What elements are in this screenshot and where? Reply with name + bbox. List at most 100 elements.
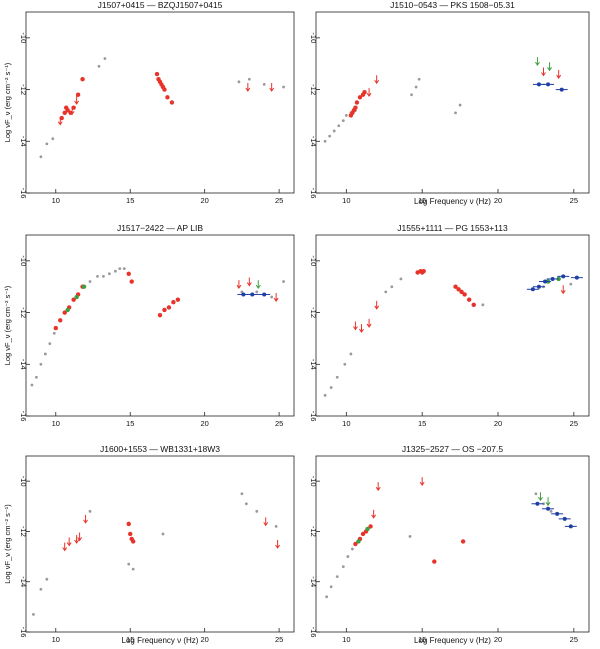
x-tick-label: 10 — [52, 635, 60, 644]
data-point — [362, 89, 367, 95]
data-point — [536, 82, 541, 87]
data-point — [536, 284, 541, 289]
data-point — [53, 325, 58, 331]
y-tick-label: -14 — [19, 359, 28, 370]
x-tick-label: 20 — [494, 419, 502, 428]
data-point — [351, 547, 354, 551]
upper-limit-arrow — [69, 106, 75, 116]
y-tick-label: -10 — [309, 32, 318, 43]
data-point — [131, 567, 135, 571]
data-point — [384, 290, 388, 294]
data-point — [96, 274, 99, 278]
data-point — [103, 57, 107, 60]
upper-limit-arrow — [359, 324, 364, 333]
y-tick-label: -14 — [309, 576, 318, 587]
data-point — [165, 95, 170, 100]
data-point — [574, 275, 579, 280]
data-point — [48, 342, 52, 345]
x-tick-label: 20 — [200, 419, 208, 428]
data-point — [414, 85, 418, 89]
x-tick-label: 15 — [418, 196, 426, 205]
data-point — [74, 294, 79, 300]
y-tick-label: -12 — [19, 307, 28, 318]
data-point — [255, 509, 259, 513]
data-point — [481, 303, 485, 307]
data-point — [453, 284, 458, 289]
data-point — [462, 292, 467, 297]
data-point — [262, 83, 266, 86]
y-tick-label: -10 — [19, 255, 28, 266]
upper-limit-arrow — [77, 532, 83, 542]
x-tick-label: 10 — [52, 196, 60, 205]
data-point — [107, 272, 111, 276]
upper-limit-arrow — [419, 477, 425, 487]
data-point — [349, 352, 353, 356]
y-tick-label: -10 — [309, 476, 318, 487]
sed-panel: J1517−2422 — AP LIB 10 15 20 25 -10 -12 -14 -16 L… — [3, 223, 295, 428]
data-point — [399, 277, 403, 281]
upper-limit-arrow — [273, 293, 279, 302]
data-point — [128, 531, 133, 537]
data-point — [456, 287, 461, 292]
data-point — [354, 100, 360, 105]
upper-limit-arrow — [62, 542, 68, 552]
data-point — [458, 103, 462, 107]
data-point — [65, 307, 70, 313]
data-point — [262, 292, 267, 297]
data-point — [344, 114, 348, 117]
upper-limit-arrow — [269, 82, 275, 92]
data-point — [129, 279, 134, 284]
data-point — [35, 375, 38, 379]
data-point — [39, 155, 43, 159]
x-tick-label: 25 — [570, 196, 578, 205]
upper-limit-arrow — [374, 300, 380, 310]
data-point — [421, 269, 426, 274]
data-point — [169, 100, 175, 105]
y-tick-label: -12 — [309, 307, 318, 318]
data-point — [343, 362, 347, 366]
data-point — [546, 506, 551, 511]
upper-limit-arrow — [535, 57, 540, 67]
sed-panel: J1510−0543 — PKS 1508−05.31 10 15 20 25 -10 -1… — [309, 0, 590, 206]
plot-frame — [25, 234, 295, 417]
upper-limit-arrow — [541, 67, 546, 77]
x-tick-label: 20 — [494, 635, 502, 644]
data-point — [45, 142, 49, 146]
data-point — [417, 77, 421, 81]
y-tick-label: -12 — [19, 526, 28, 537]
x-tick-label: 15 — [126, 196, 134, 205]
panel-title: J1510−0543 — PKS 1508−05.31 — [390, 0, 515, 10]
data-point — [357, 95, 363, 100]
sed-panel: J1507+0415 — BZQJ1507+0415 10 15 20 25 -10 -12… — [3, 0, 295, 205]
data-point — [432, 559, 437, 564]
y-axis-label: Log νF_ν (erg cm⁻² s⁻¹) — [3, 285, 12, 365]
data-point — [332, 129, 336, 133]
data-point — [390, 285, 394, 289]
panel-title: J1325−2527 — OS −207.5 — [402, 444, 503, 454]
data-point — [75, 92, 81, 97]
data-point — [162, 87, 167, 92]
data-point — [113, 269, 117, 273]
data-point — [80, 77, 85, 82]
x-tick-label: 25 — [275, 635, 283, 644]
sed-panel: J1600+1553 — WB1331+18W3 10 15 20 25 -10 -12 -1… — [3, 444, 295, 645]
data-point — [122, 267, 126, 271]
x-tick-label: 25 — [275, 419, 283, 428]
x-axis-label: Log Frequency ν (Hz) — [414, 197, 491, 206]
data-point — [39, 587, 43, 591]
data-point — [471, 302, 476, 308]
data-point — [329, 386, 333, 389]
data-point — [81, 284, 87, 289]
x-tick-label: 20 — [200, 196, 208, 205]
data-point — [97, 64, 101, 68]
data-point — [52, 331, 56, 335]
upper-limit-arrow — [236, 280, 242, 290]
y-tick-label: -16 — [309, 627, 318, 638]
plot-frame — [25, 11, 295, 194]
data-point — [329, 585, 333, 589]
upper-limit-arrow — [366, 318, 372, 328]
data-point — [561, 274, 566, 279]
plot-frame — [25, 455, 295, 633]
x-tick-label: 10 — [342, 635, 350, 644]
